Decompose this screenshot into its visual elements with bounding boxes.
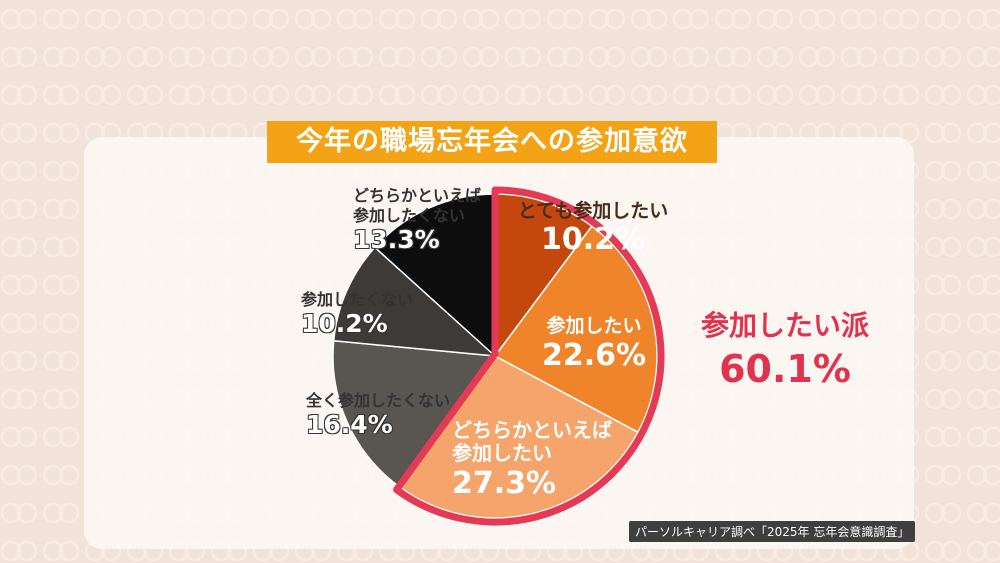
slice-somewhat-want bbox=[397, 355, 639, 519]
slice-label-very-want: とても参加したい 10.2% bbox=[517, 200, 669, 257]
slice-label-not-want: 参加したくない 10.2% bbox=[301, 290, 414, 338]
source-credit: パーソルキャリア調べ「2025年 忘年会意識調査」 bbox=[629, 521, 916, 542]
group-callout: 参加したい派 60.1% bbox=[680, 306, 890, 392]
slice-label-somewhat-not-want: どちらかといえば 参加したくない 13.3% bbox=[353, 186, 482, 254]
slice-label-not-at-all: 全く参加したくない 16.4% bbox=[306, 391, 451, 439]
slice-very-want bbox=[494, 193, 593, 359]
slice-label-want: 参加したい 22.6% bbox=[541, 315, 647, 373]
chart-title: 今年の職場忘年会への参加意欲 bbox=[267, 121, 717, 163]
group-highlight-outline bbox=[393, 186, 665, 526]
slice-somewhat-not-want bbox=[373, 193, 496, 358]
group-name: 参加したい派 bbox=[700, 309, 869, 342]
slice-not-at-all bbox=[332, 339, 497, 488]
slice-label-somewhat-want: どちらかといえば 参加したい 27.3% bbox=[452, 418, 612, 502]
slice-want bbox=[493, 225, 658, 434]
group-value: 60.1% bbox=[719, 347, 851, 391]
slice-not-want bbox=[332, 246, 498, 357]
